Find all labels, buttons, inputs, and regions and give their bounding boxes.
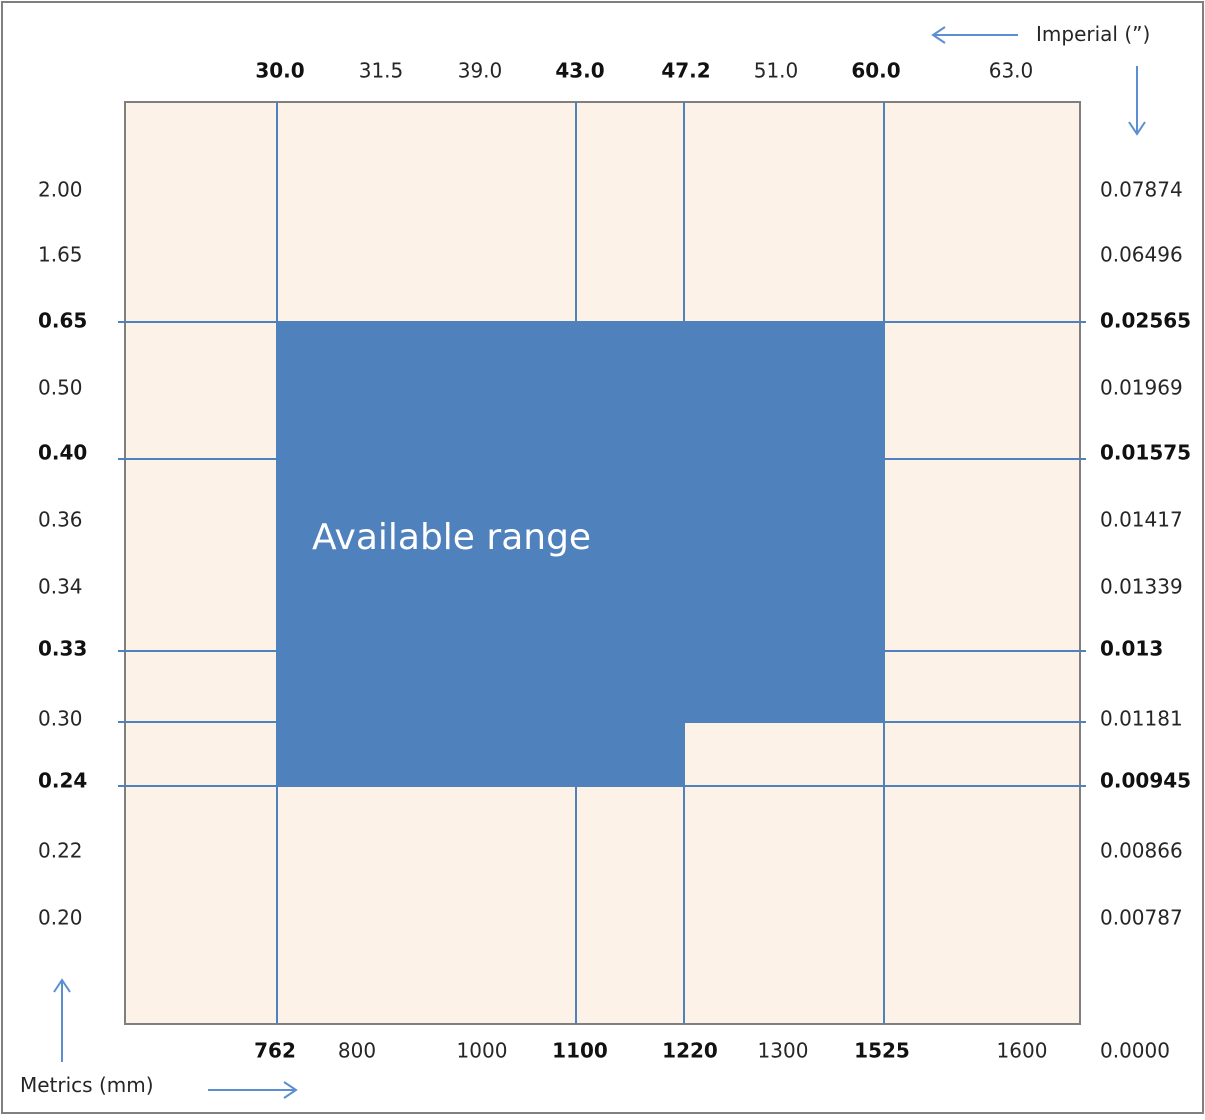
metrics-right-arrow-head bbox=[283, 1081, 298, 1099]
metrics-up-arrow-head bbox=[53, 978, 71, 993]
left-axis-label-3: 0.50 bbox=[38, 376, 83, 400]
bottom-axis-label-0: 762 bbox=[254, 1039, 296, 1063]
right-axis-label-0: 0.07874 bbox=[1100, 178, 1183, 202]
left-axis-label-5: 0.36 bbox=[38, 508, 83, 532]
bottom-axis-labels: 762 800 1000 1100 1220 1300 1525 1600 0.0000 bbox=[254, 1039, 1170, 1063]
right-axis-labels: 0.07874 0.06496 0.02565 0.01969 0.01575 0.014… bbox=[1100, 178, 1191, 930]
metrics-arrows bbox=[53, 978, 298, 1099]
right-axis-label-2: 0.02565 bbox=[1100, 309, 1191, 333]
right-axis-label-6: 0.01339 bbox=[1100, 575, 1183, 599]
imperial-label: Imperial (”) bbox=[1036, 22, 1150, 46]
right-axis-label-3: 0.01969 bbox=[1100, 376, 1183, 400]
top-axis-label-1: 31.5 bbox=[359, 59, 404, 83]
right-axis-label-8: 0.01181 bbox=[1100, 707, 1183, 731]
bottom-axis-label-4: 1220 bbox=[662, 1039, 718, 1063]
horizontal-grid-lines bbox=[118, 321, 1086, 787]
top-axis-label-2: 39.0 bbox=[458, 59, 503, 83]
bottom-axis-label-2: 1000 bbox=[457, 1039, 508, 1063]
bottom-axis-label-1: 800 bbox=[338, 1039, 376, 1063]
bottom-axis-label-8: 0.0000 bbox=[1100, 1039, 1170, 1063]
vertical-grid-lines bbox=[276, 102, 885, 1024]
left-axis-label-4: 0.40 bbox=[38, 441, 87, 465]
left-axis-label-7: 0.33 bbox=[38, 637, 87, 661]
available-range-label: Available range bbox=[312, 517, 591, 558]
top-axis-label-3: 43.0 bbox=[555, 59, 604, 83]
right-axis-label-7: 0.013 bbox=[1100, 637, 1163, 661]
top-axis-label-4: 47.2 bbox=[661, 59, 710, 83]
bottom-axis-label-5: 1300 bbox=[758, 1039, 809, 1063]
imperial-left-arrow-head bbox=[931, 26, 946, 44]
top-axis-label-0: 30.0 bbox=[255, 59, 304, 83]
top-axis-labels: 30.0 31.5 39.0 43.0 47.2 51.0 60.0 63.0 bbox=[255, 59, 1033, 83]
left-axis-label-0: 2.00 bbox=[38, 178, 83, 202]
right-axis-label-4: 0.01575 bbox=[1100, 441, 1191, 465]
imperial-arrows bbox=[931, 26, 1146, 136]
top-axis-label-6: 60.0 bbox=[851, 59, 900, 83]
left-axis-label-10: 0.22 bbox=[38, 839, 83, 863]
right-axis-label-10: 0.00866 bbox=[1100, 839, 1183, 863]
left-axis-label-6: 0.34 bbox=[38, 575, 83, 599]
right-axis-label-9: 0.00945 bbox=[1100, 769, 1191, 793]
metrics-label: Metrics (mm) bbox=[20, 1073, 154, 1097]
left-axis-label-11: 0.20 bbox=[38, 906, 83, 930]
available-range-region bbox=[277, 322, 884, 786]
left-axis-label-8: 0.30 bbox=[38, 707, 83, 731]
right-axis-label-11: 0.00787 bbox=[1100, 906, 1183, 930]
left-axis-labels: 2.00 1.65 0.65 0.50 0.40 0.36 0.34 0.33 0.30 0.24… bbox=[38, 178, 87, 930]
bottom-axis-label-6: 1525 bbox=[854, 1039, 910, 1063]
right-axis-label-1: 0.06496 bbox=[1100, 243, 1183, 267]
right-axis-label-5: 0.01417 bbox=[1100, 508, 1183, 532]
left-axis-label-2: 0.65 bbox=[38, 309, 87, 333]
top-axis-label-5: 51.0 bbox=[754, 59, 799, 83]
top-axis-label-7: 63.0 bbox=[989, 59, 1034, 83]
bottom-axis-label-3: 1100 bbox=[552, 1039, 608, 1063]
imperial-down-arrow-head bbox=[1128, 121, 1146, 136]
left-axis-label-1: 1.65 bbox=[38, 243, 83, 267]
bottom-axis-label-7: 1600 bbox=[997, 1039, 1048, 1063]
left-axis-label-9: 0.24 bbox=[38, 769, 87, 793]
